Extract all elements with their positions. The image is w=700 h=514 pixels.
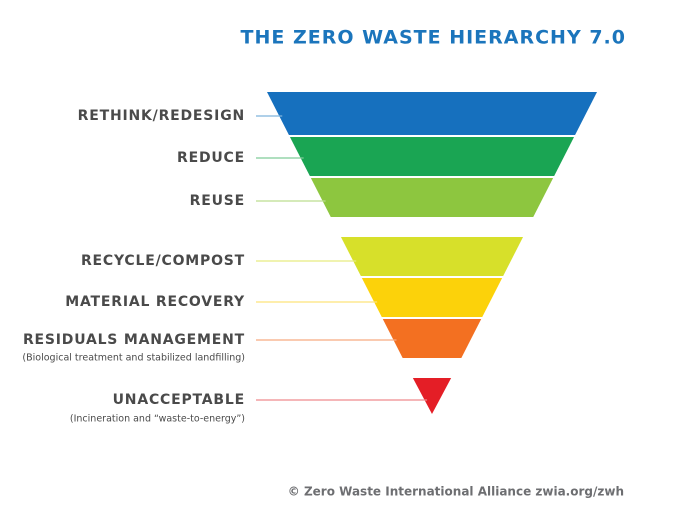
level-label: RESIDUALS MANAGEMENT	[23, 332, 245, 348]
level-label: RECYCLE/COMPOST	[81, 253, 245, 269]
hierarchy-band	[289, 137, 575, 176]
hierarchy-band	[267, 92, 597, 135]
hierarchy-band	[310, 178, 554, 217]
hierarchy-band	[340, 237, 524, 276]
title: THE ZERO WASTE HIERARCHY 7.0	[241, 27, 626, 49]
level-sublabel: (Biological treatment and stabilized lan…	[22, 353, 245, 364]
hierarchy-band	[361, 278, 503, 317]
level-label: UNACCEPTABLE	[113, 392, 245, 408]
hierarchy-band	[412, 378, 452, 414]
level-label: MATERIAL RECOVERY	[65, 294, 245, 310]
level-label: REUSE	[190, 193, 245, 209]
hierarchy-band	[382, 319, 482, 358]
level-label: RETHINK/REDESIGN	[78, 108, 245, 124]
level-label: REDUCE	[177, 150, 245, 166]
level-sublabel: (Incineration and “waste-to-energy”)	[70, 414, 245, 425]
footer-credit: © Zero Waste International Alliance zwia…	[288, 485, 624, 499]
